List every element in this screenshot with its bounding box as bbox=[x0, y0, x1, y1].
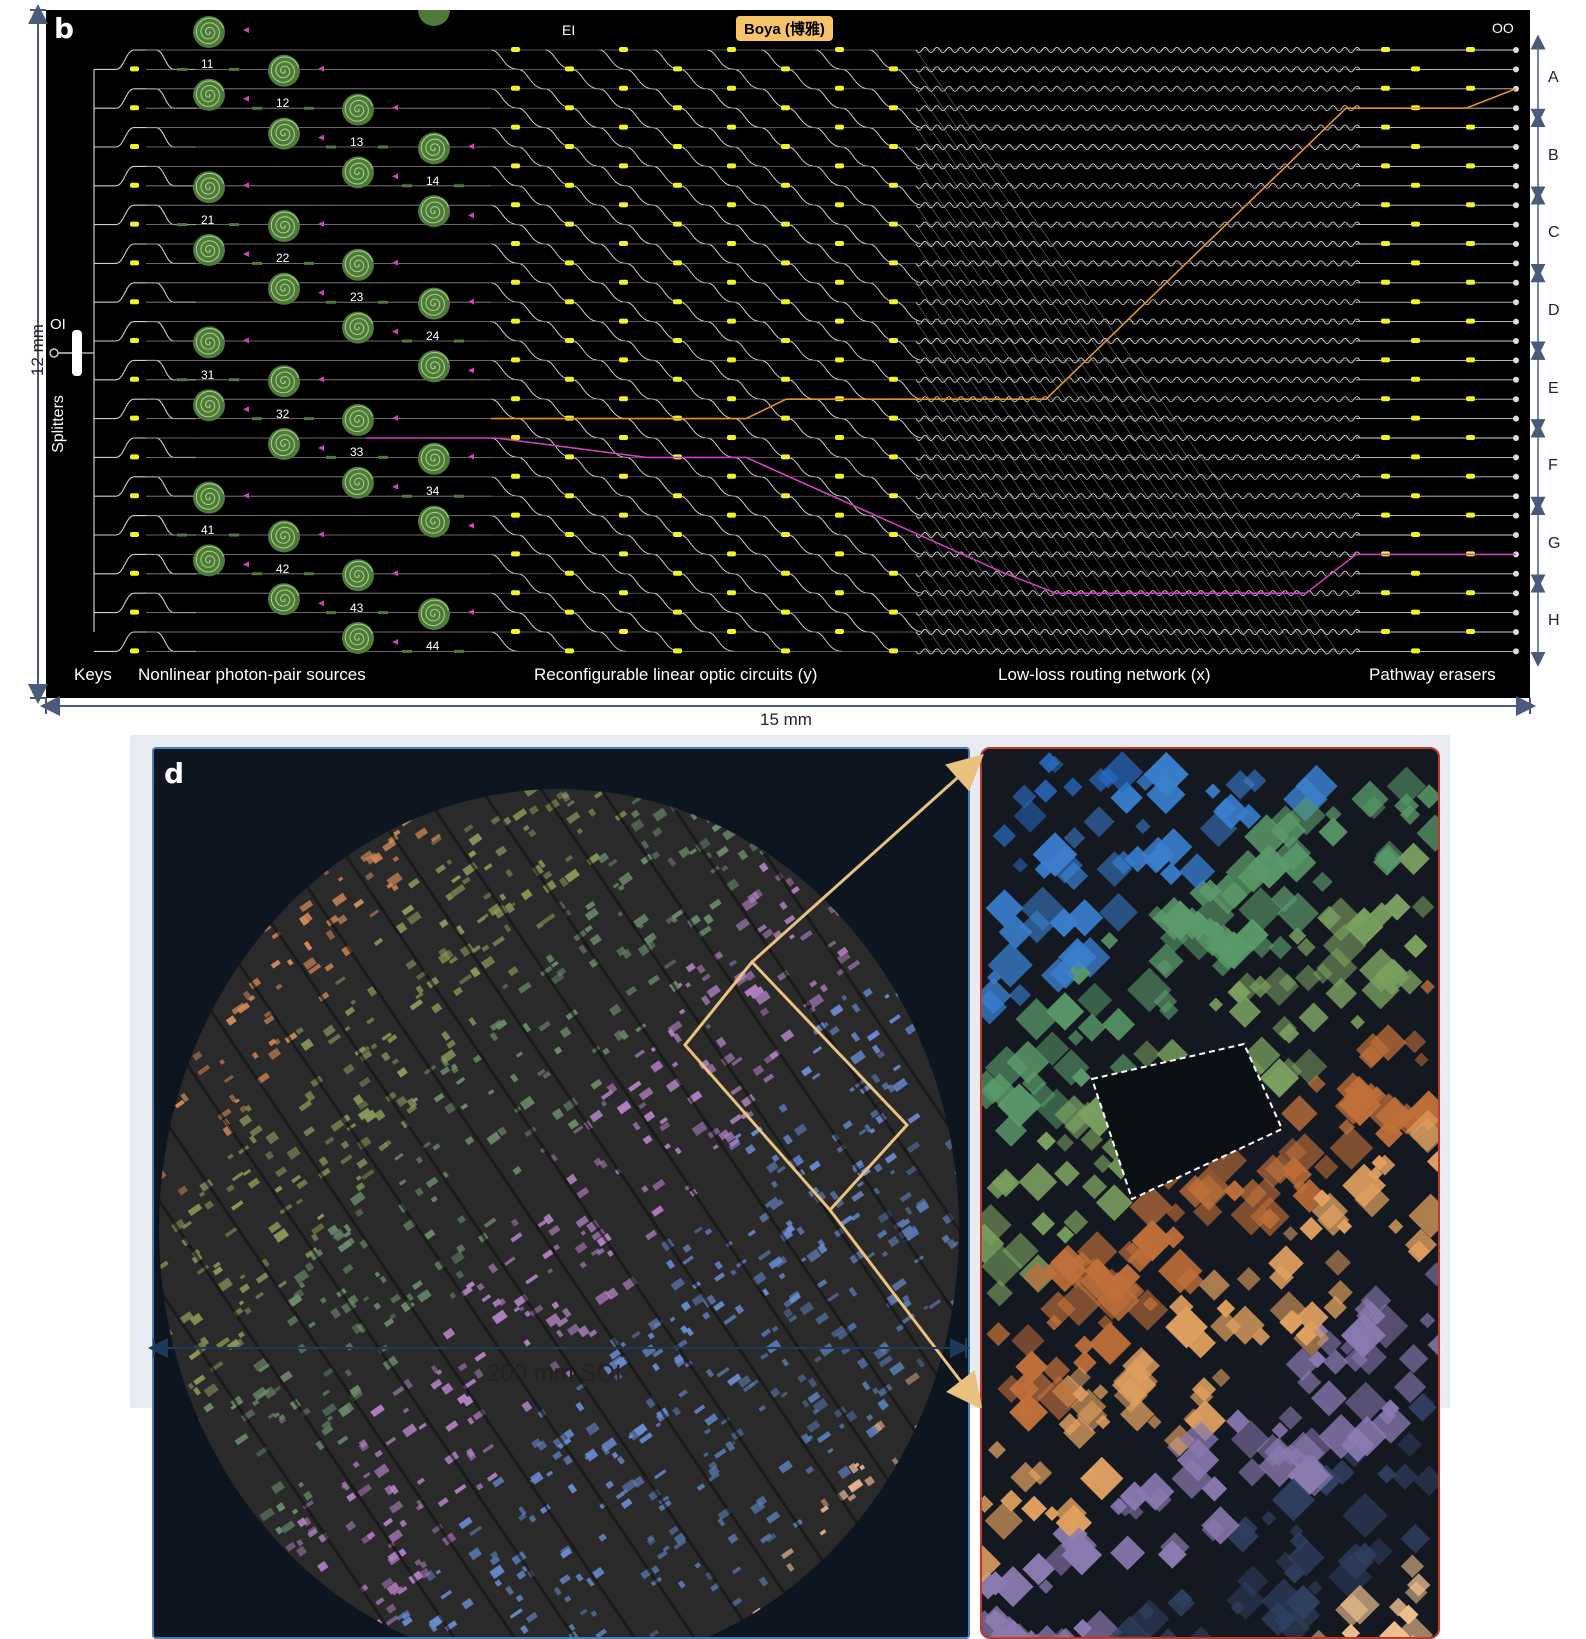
dimension-arrows bbox=[0, 0, 1586, 740]
height-dimension-label: 12 mm bbox=[28, 324, 48, 376]
group-label-b: B bbox=[1548, 147, 1559, 165]
callout-lines bbox=[0, 740, 1586, 1408]
group-label-d: D bbox=[1548, 302, 1560, 320]
group-label-g: G bbox=[1548, 535, 1560, 553]
group-label-a: A bbox=[1548, 69, 1559, 87]
group-label-c: C bbox=[1548, 224, 1560, 242]
wafer-scale-label: 200 mm SOI bbox=[487, 1360, 622, 1388]
group-label-e: E bbox=[1548, 380, 1559, 398]
group-label-f: F bbox=[1548, 457, 1558, 475]
width-dimension-label: 15 mm bbox=[760, 710, 812, 730]
group-label-h: H bbox=[1548, 612, 1560, 630]
